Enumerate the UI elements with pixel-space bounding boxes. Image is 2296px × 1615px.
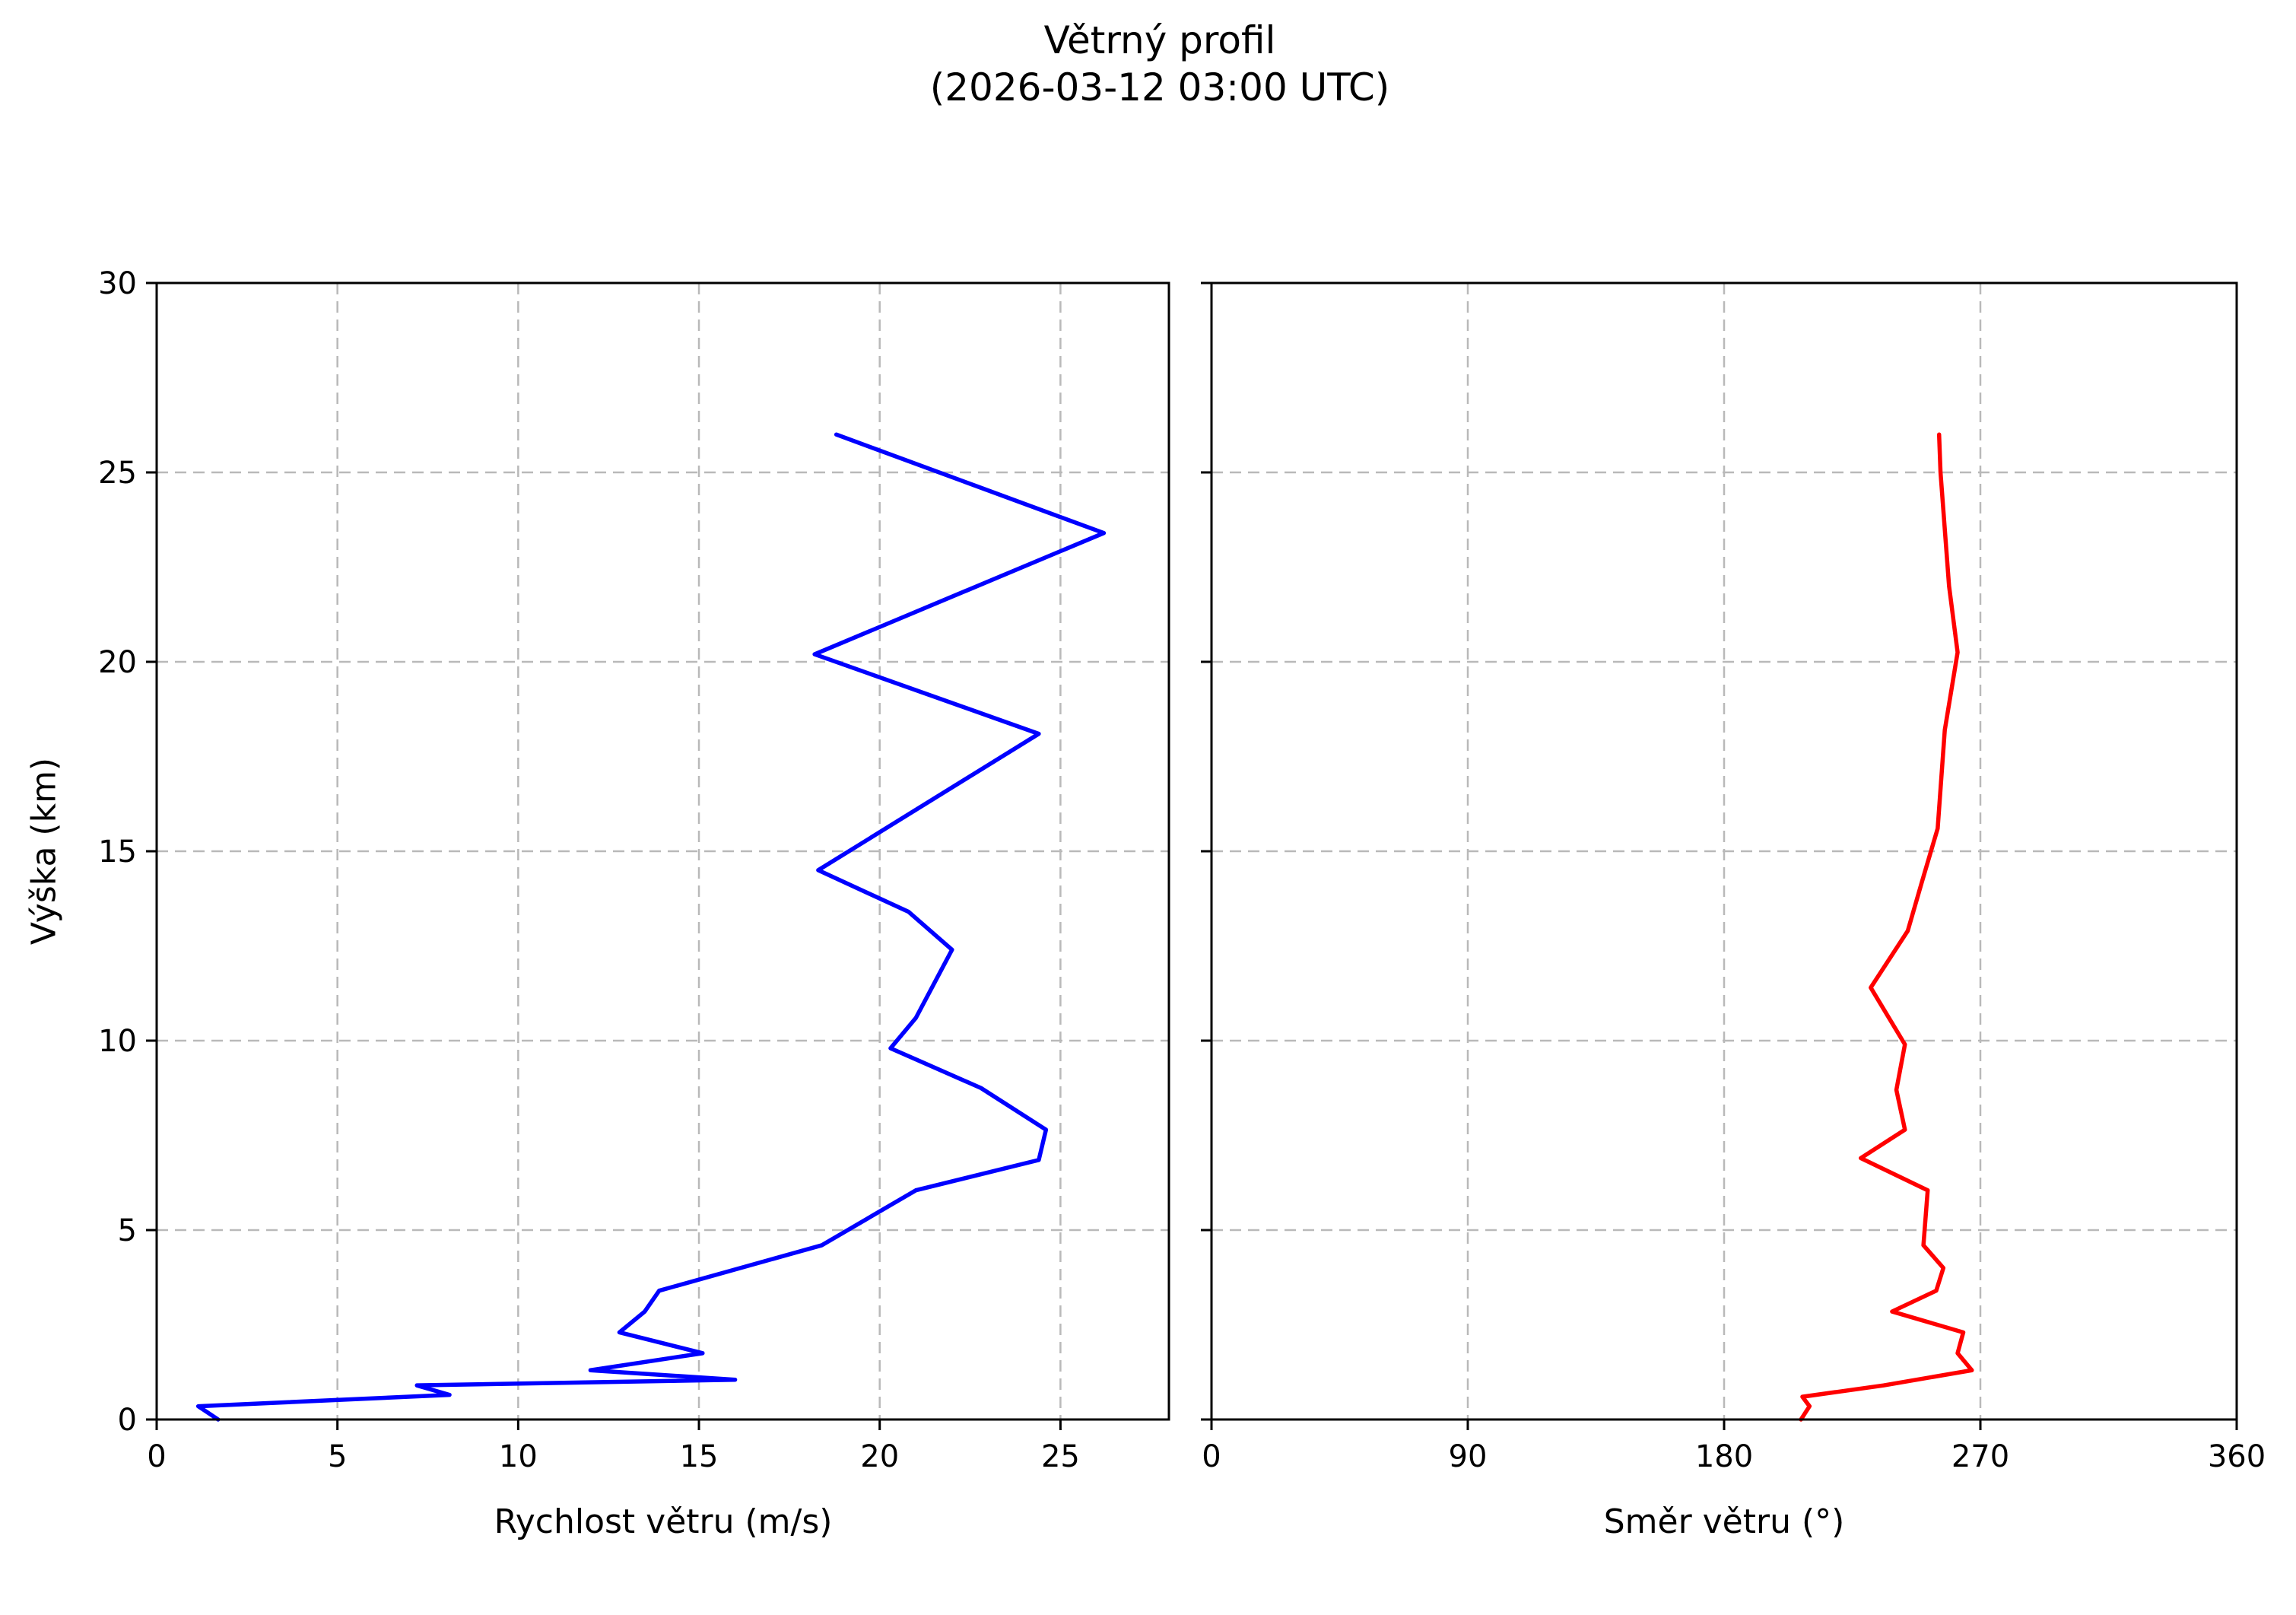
y-tick-label: 15: [98, 835, 137, 869]
x-tick-label: 10: [499, 1439, 538, 1474]
x-tick-label: 180: [1695, 1439, 1753, 1474]
x-axis-label-direction: Směr větru (°): [1603, 1502, 1845, 1541]
y-tick-label: 10: [98, 1024, 137, 1059]
y-axis-label: Výška (km): [24, 757, 64, 946]
wind-direction-line: [1799, 432, 1974, 1422]
x-tick-label: 5: [328, 1439, 347, 1474]
chart-title: Větrný profil: [1043, 18, 1276, 62]
y-tick-label: 20: [98, 645, 137, 680]
chart-subtitle: (2026-03-12 03:00 UTC): [929, 65, 1390, 110]
wind-speed-panel: 0 5 10 15 20 25 0 5 10 15 20 25 30: [98, 266, 1170, 1474]
wind-speed-line: [195, 432, 1107, 1422]
x-tick-label: 15: [680, 1439, 719, 1474]
x-tick-label: 90: [1449, 1439, 1488, 1474]
y-tick-label: 30: [98, 266, 137, 301]
x-tick-label: 0: [147, 1439, 166, 1474]
x-tick-label: 25: [1041, 1439, 1080, 1474]
y-tick-label: 0: [118, 1403, 137, 1438]
wind-direction-panel: 0 90 180 270 360: [1201, 281, 2266, 1474]
x-tick-label: 270: [1951, 1439, 2009, 1474]
y-tick-label: 5: [118, 1213, 137, 1248]
x-tick-label: 0: [1202, 1439, 1221, 1474]
x-axis-label-speed: Rychlost větru (m/s): [494, 1502, 833, 1541]
y-tick-label: 25: [98, 456, 137, 491]
x-tick-label: 20: [860, 1439, 899, 1474]
x-tick-label: 360: [2208, 1439, 2266, 1474]
